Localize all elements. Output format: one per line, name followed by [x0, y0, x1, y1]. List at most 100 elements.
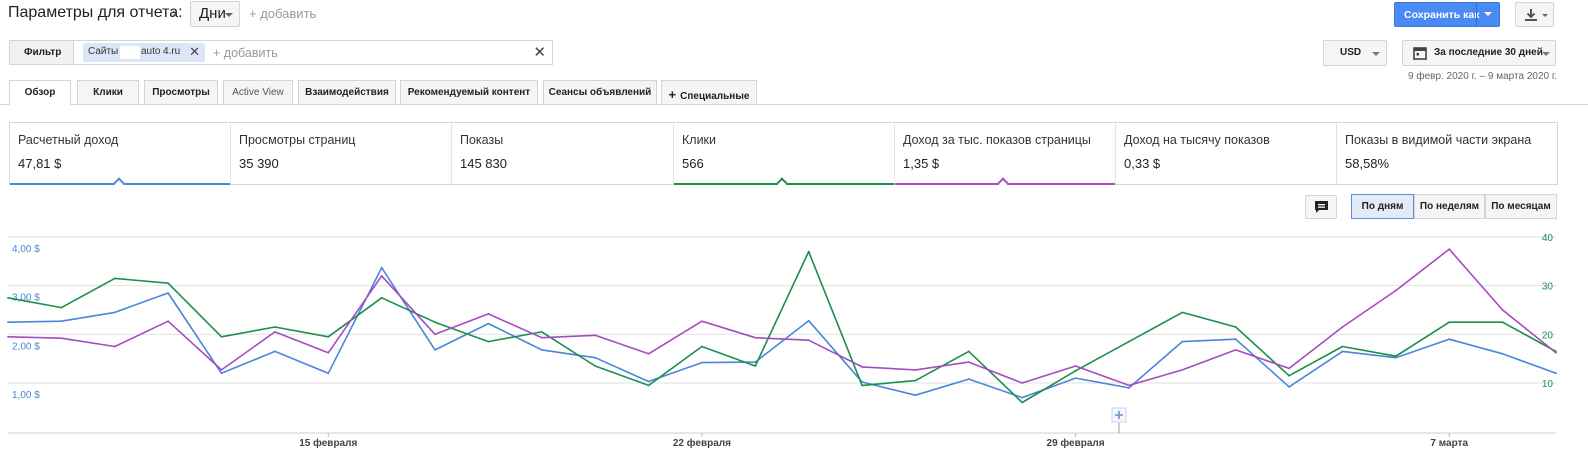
- tab-active-view[interactable]: Active View: [223, 80, 293, 105]
- series-line-estimated-earnings-point: [967, 378, 970, 381]
- series-line-page-rpm: [7, 248, 1557, 387]
- filter-bar: Фильтр Сайты auto 4.ru ✕ + добавить ✕: [9, 40, 553, 65]
- x-axis-tick-label: 15 февраля: [299, 437, 357, 449]
- scorecard-impression-rpm[interactable]: Доход на тысячу показов 0,33 $: [1116, 123, 1337, 184]
- series-line-estimated-earnings-point: [1501, 352, 1504, 355]
- scorecard-viewability[interactable]: Показы в видимой части экрана 58,58%: [1337, 123, 1557, 184]
- line-chart: 4,00 $ 3,00 $ 2,00 $ 1,00 $ 40 30 20 10 15 февра…: [7, 233, 1557, 449]
- scorecard-estimated-earnings[interactable]: Расчетный доход 47,81 $: [10, 123, 231, 189]
- filter-chip-sites[interactable]: Сайты auto 4.ru ✕: [83, 43, 205, 62]
- series-line-clicks-point: [701, 345, 703, 348]
- series-line-page-rpm-point: [647, 352, 650, 355]
- tab-custom[interactable]: + Специальные: [661, 80, 757, 105]
- series-line-estimated-earnings-point: [594, 356, 597, 359]
- filter-add-input[interactable]: + добавить: [213, 46, 278, 60]
- series-line-page-rpm-point: [1288, 367, 1291, 370]
- series-line-estimated-earnings-point: [1341, 350, 1344, 353]
- date-range-text: 9 февр. 2020 г. – 9 марта 2020 г.: [1408, 71, 1558, 82]
- right-axis-tick-label: 20: [1542, 330, 1554, 341]
- calendar-icon: [1413, 47, 1427, 60]
- scorecard-name: Доход за тыс. показов страницы: [903, 133, 1091, 147]
- dimension-dropdown[interactable]: Дни: [190, 1, 240, 27]
- scorecard-value: 566: [682, 156, 704, 171]
- caret-down-icon: [1372, 52, 1380, 56]
- scorecard-name: Показы в видимой части экрана: [1345, 133, 1532, 147]
- series-line-estimated-earnings-point: [380, 266, 383, 269]
- download-button[interactable]: [1515, 2, 1554, 27]
- series-line-estimated-earnings-point: [167, 292, 170, 294]
- series-line-page-rpm-point: [1074, 365, 1077, 367]
- scorecard-notch: [776, 177, 788, 189]
- series-line-clicks-point: [434, 321, 436, 324]
- view-by-month-button[interactable]: По месяцам: [1485, 194, 1557, 219]
- tab-views[interactable]: Просмотры: [144, 80, 218, 105]
- currency-dropdown[interactable]: USD: [1323, 40, 1387, 66]
- series-line-clicks-point: [967, 350, 970, 353]
- x-axis-tick-label: 22 февраля: [673, 437, 731, 449]
- scorecard-value: 47,81 $: [18, 156, 62, 171]
- series-line-clicks-point: [167, 282, 170, 285]
- add-dimension-link[interactable]: + добавить: [249, 6, 317, 21]
- split-divider: [1476, 3, 1477, 26]
- clear-filter-icon[interactable]: ✕: [533, 44, 546, 61]
- annotation-button[interactable]: [1305, 195, 1337, 219]
- series-line-clicks-point: [1021, 401, 1024, 404]
- right-axis-tick-label: 30: [1542, 282, 1554, 293]
- series-line-estimated-earnings-point: [1074, 377, 1077, 380]
- scorecard-page-rpm[interactable]: Доход за тыс. показов страницы 1,35 $: [895, 123, 1116, 189]
- tab-ad-sessions[interactable]: Сеансы объявлений: [543, 80, 657, 105]
- series-line-page-rpm-point: [7, 335, 9, 338]
- series-line-page-rpm-point: [113, 345, 116, 348]
- date-range-label: За последние 30 дней: [1434, 47, 1543, 58]
- caret-down-icon[interactable]: [1484, 12, 1492, 16]
- add-annotation-icon[interactable]: [1111, 407, 1127, 423]
- date-range-dropdown[interactable]: За последние 30 дней: [1402, 40, 1556, 66]
- series-line-page-rpm-point: [273, 331, 276, 333]
- series-line-estimated-earnings-point: [540, 349, 543, 351]
- series-line-clicks-point: [540, 331, 543, 333]
- series-line-page-rpm-point: [1128, 384, 1130, 387]
- series-line-estimated-earnings: [7, 266, 1557, 399]
- series-line-estimated-earnings-point: [1128, 386, 1130, 389]
- save-as-label: Сохранить как: [1404, 9, 1480, 21]
- series-line-clicks-point: [327, 335, 330, 338]
- tab-clicks[interactable]: Клики: [77, 80, 139, 105]
- tab-interactions[interactable]: Взаимодействия: [298, 80, 396, 105]
- scorecard-page-views[interactable]: Просмотры страниц 35 390: [231, 123, 452, 184]
- series-line-estimated-earnings-point: [701, 361, 703, 364]
- series-line-clicks-point: [647, 384, 650, 387]
- series-line-clicks-point: [1234, 326, 1237, 328]
- series-line-estimated-earnings-point: [113, 311, 116, 314]
- series-line-clicks-point: [914, 379, 917, 382]
- series-line-clicks-point: [594, 365, 597, 367]
- series-line-estimated-earnings-point: [647, 380, 650, 383]
- series-line-estimated-earnings-point: [1394, 356, 1397, 359]
- series-line-clicks: [7, 250, 1557, 404]
- series-line-estimated-earnings-point: [914, 394, 917, 397]
- series-line-page-rpm-point: [1501, 309, 1504, 311]
- series-line-estimated-earnings-point: [1448, 338, 1451, 341]
- tab-overview[interactable]: Обзор: [9, 80, 71, 106]
- scorecard-value: 58,58%: [1345, 156, 1390, 171]
- series-line-clicks-point: [1394, 355, 1397, 358]
- scorecard-name: Расчетный доход: [18, 133, 119, 147]
- dimension-label: Дни: [199, 5, 226, 22]
- x-axis-tick-label: 29 февраля: [1047, 437, 1105, 449]
- remove-chip-icon[interactable]: ✕: [189, 44, 200, 59]
- tab-recommended-content[interactable]: Рекомендуемый контент: [400, 80, 538, 105]
- download-icon: [1525, 9, 1537, 21]
- scorecard-clicks[interactable]: Клики 566: [674, 123, 895, 189]
- scorecard-value: 35 390: [239, 156, 279, 171]
- view-by-week-button[interactable]: По неделям: [1414, 194, 1485, 219]
- series-line-clicks-point: [380, 296, 383, 299]
- save-as-button[interactable]: Сохранить как: [1394, 2, 1500, 27]
- right-axis-tick-label: 40: [1542, 233, 1554, 244]
- series-line-clicks-point: [60, 306, 63, 309]
- view-by-day-button[interactable]: По дням: [1351, 194, 1414, 219]
- scorecard-impressions[interactable]: Показы 145 830: [452, 123, 674, 184]
- series-line-page-rpm-point: [487, 312, 490, 315]
- series-line-clicks-point: [754, 365, 757, 367]
- series-line-clicks-point: [1501, 321, 1504, 324]
- series-line-page-rpm-point: [327, 351, 330, 354]
- caret-down-icon: [1542, 52, 1550, 56]
